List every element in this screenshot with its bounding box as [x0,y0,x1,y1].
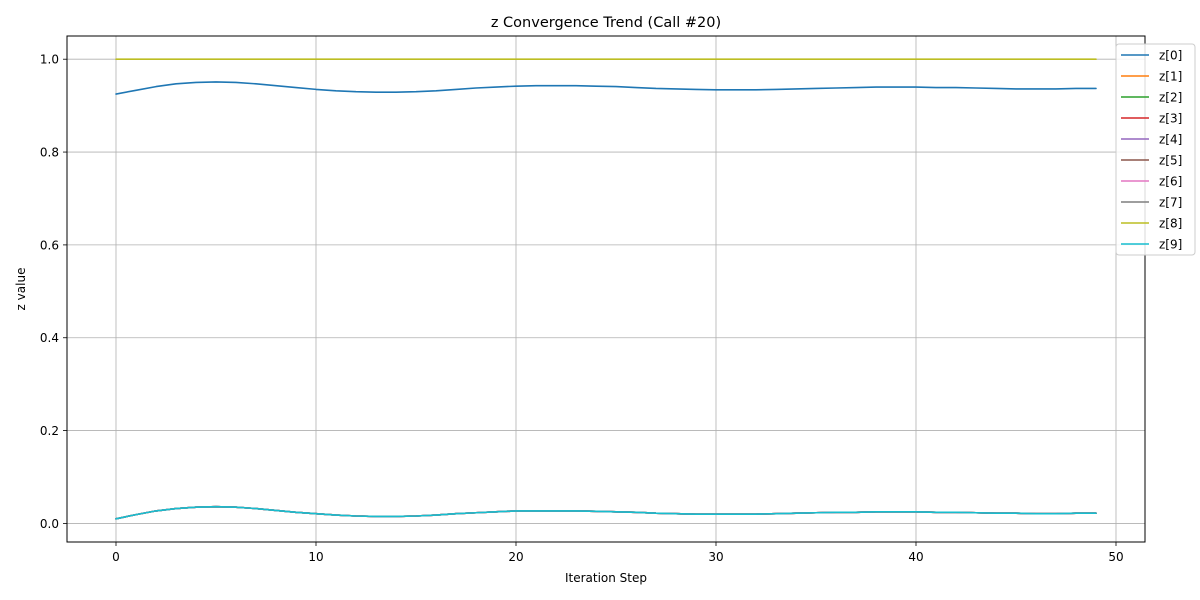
x-tick-label: 50 [1108,550,1123,564]
y-tick-label: 0.6 [40,238,59,252]
y-axis-label: z value [14,268,28,311]
legend-label: z[0] [1159,49,1182,63]
series-lines [115,58,1097,520]
y-tick-label: 0.2 [40,424,59,438]
legend-label: z[2] [1159,91,1182,105]
x-tick-label: 0 [112,550,120,564]
series-line [115,81,1097,95]
x-axis-label: Iteration Step [565,571,647,585]
legend-label: z[9] [1159,238,1182,252]
x-axis-ticks: 0 10 20 30 40 50 [112,542,1124,564]
plot-frame [66,35,1146,543]
legend-label: z[5] [1159,154,1182,168]
legend-entries: z[0] z[1] z[2] z[3] z[4] z[5] z[6] z[7] z[8] z[9] [1121,49,1182,252]
x-tick-label: 20 [508,550,523,564]
legend-label: z[3] [1159,112,1182,126]
series-line [115,505,1097,520]
x-tick-label: 30 [708,550,723,564]
y-tick-label: 0.0 [40,517,59,531]
legend-label: z[8] [1159,217,1182,231]
chart-title: z Convergence Trend (Call #20) [491,15,721,31]
legend: z[0] z[1] z[2] z[3] z[4] z[5] z[6] z[7] z[8] z[9] [1115,43,1196,256]
legend-label: z[6] [1159,175,1182,189]
x-tick-label: 40 [908,550,923,564]
y-tick-label: 1.0 [40,53,59,67]
y-tick-label: 0.8 [40,146,59,160]
legend-label: z[1] [1159,70,1182,84]
y-axis-ticks: 0.0 0.2 0.4 0.6 0.8 1.0 [40,53,67,531]
y-tick-label: 0.4 [40,331,59,345]
x-tick-label: 10 [308,550,323,564]
legend-label: z[7] [1159,196,1182,210]
legend-label: z[4] [1159,133,1182,147]
